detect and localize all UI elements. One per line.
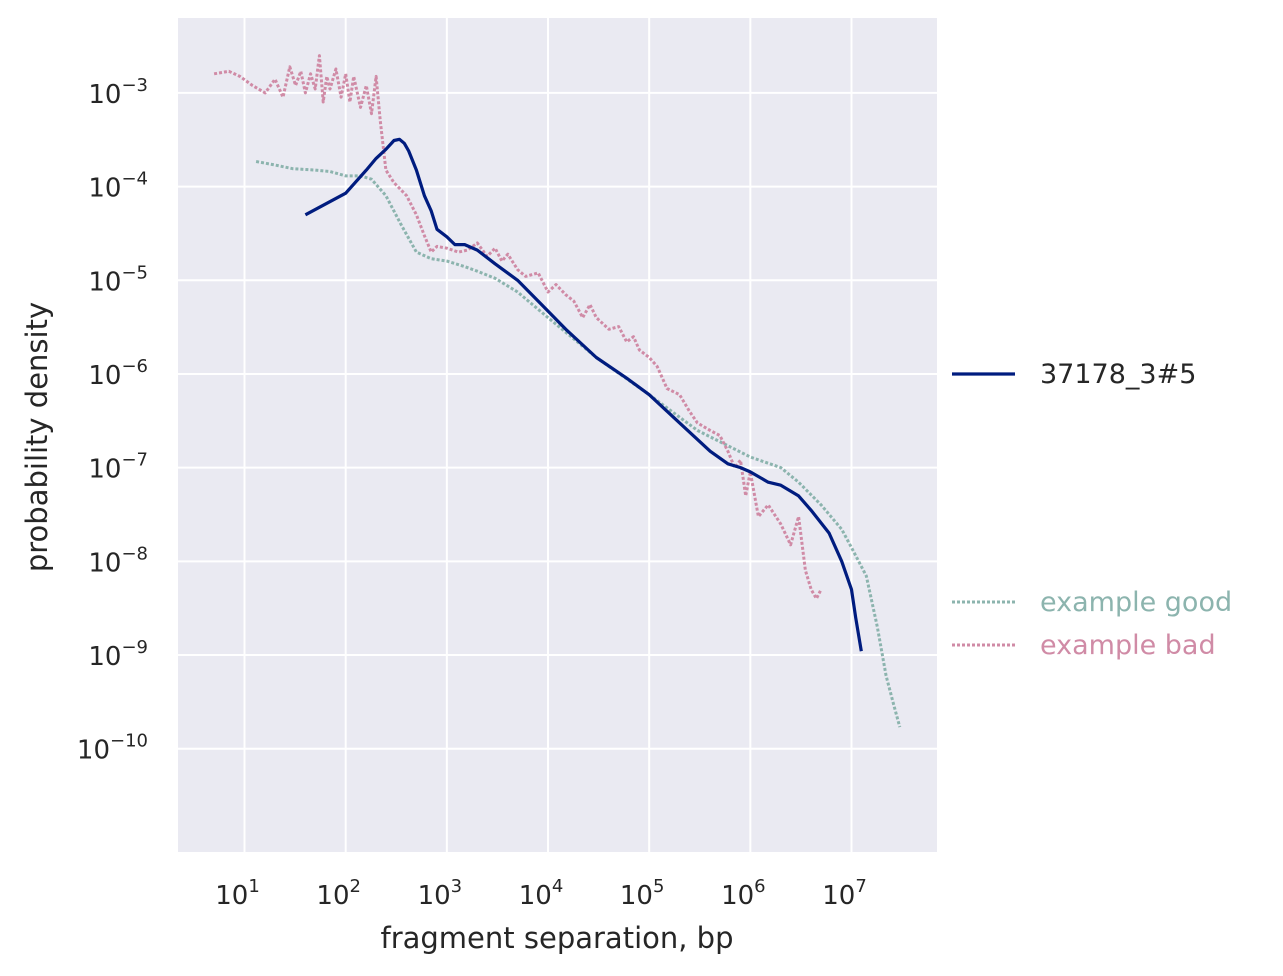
y-tick-label: 10−7 [88, 450, 148, 485]
y-tick-label: 10−10 [77, 731, 148, 766]
x-tick-label: 103 [418, 876, 463, 911]
y-tick-labels: 10−10 10−9 10−8 10−7 10−6 10−5 10−4 10−3 [77, 75, 148, 766]
y-tick-label: 10−8 [88, 543, 148, 578]
series-line-example-bad [213, 54, 823, 601]
y-tick-label: 10−4 [88, 169, 148, 204]
x-tick-label: 102 [316, 876, 361, 911]
y-tick-label: 10−9 [88, 637, 148, 672]
x-tick-label: 101 [215, 876, 260, 911]
x-tick-label: 105 [620, 876, 665, 911]
legend-label: 37178_3#5 [1040, 359, 1196, 390]
series-line-example-good [255, 160, 902, 728]
x-tick-label: 107 [822, 876, 867, 911]
x-tick-labels: 101 102 103 104 105 106 107 [215, 876, 867, 911]
plot-area [178, 18, 937, 852]
x-tick-label: 104 [519, 876, 564, 911]
y-tick-label: 10−5 [88, 262, 148, 297]
y-tick-label: 10−3 [88, 75, 148, 110]
x-tick-label: 106 [721, 876, 766, 911]
x-axis-label: fragment separation, bp [381, 921, 734, 955]
grid-lines [178, 18, 937, 852]
series-line-37178-3-5 [304, 137, 863, 652]
plot-series [213, 54, 902, 728]
legend-label: example good [1040, 587, 1232, 618]
y-axis-label: probability density [20, 302, 54, 572]
y-tick-label: 10−6 [88, 356, 148, 391]
legend-label: example bad [1040, 630, 1216, 661]
